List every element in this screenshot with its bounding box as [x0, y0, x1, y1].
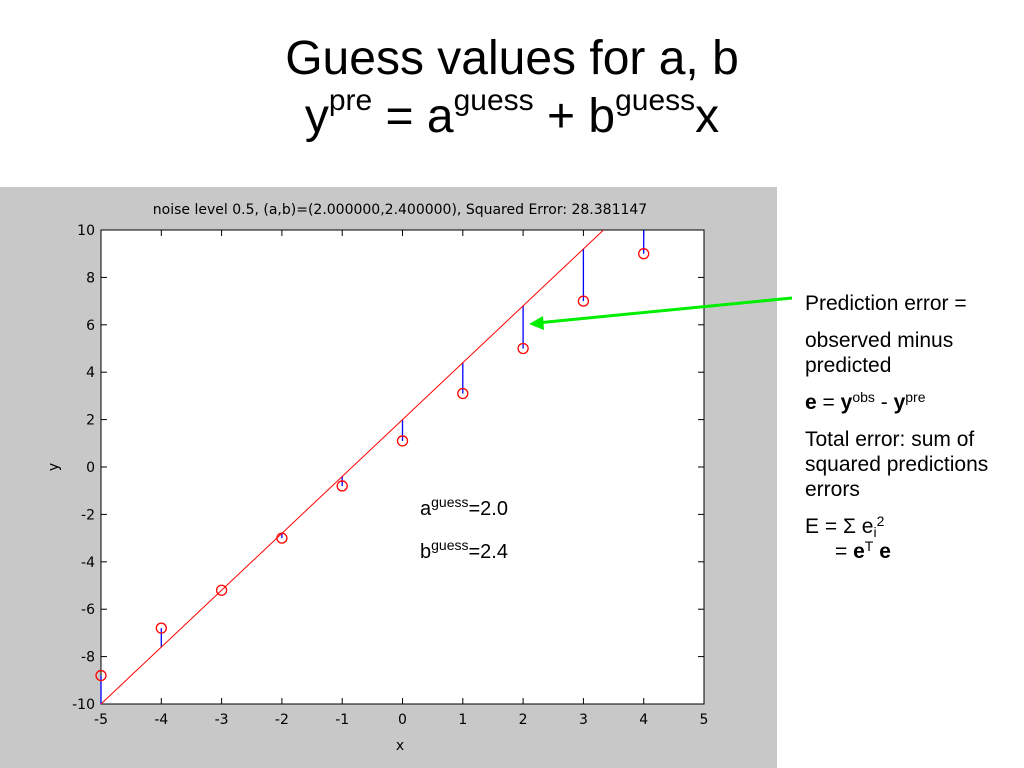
b-guess-annotation: bguess=2.4 — [420, 537, 508, 563]
title-line-1: Guess values for a, b — [285, 32, 739, 85]
notes-panel: Prediction error = observed minus predic… — [805, 291, 1020, 576]
y-tick-label: -10 — [72, 697, 95, 713]
y-tick-label: 0 — [86, 460, 95, 476]
note-sum-formula: E = Σ ei2 — [805, 513, 885, 540]
y-tick-label: -2 — [81, 507, 95, 523]
observed-point — [336, 480, 348, 492]
scatter-chart: noise level 0.5, (a,b)=(2.000000,2.40000… — [46, 202, 709, 754]
observed-point — [577, 295, 590, 307]
x-tick-label: -1 — [335, 712, 349, 728]
figure-panel: noise level 0.5, (a,b)=(2.000000,2.40000… — [0, 187, 777, 768]
y-tick-label: 4 — [86, 365, 95, 381]
x-tick-label: -4 — [154, 712, 168, 728]
note-error-formula: e = yobs - ypre — [805, 389, 926, 414]
x-tick-label: 4 — [639, 712, 648, 728]
plot-area — [100, 229, 705, 705]
x-tick-label: -3 — [215, 712, 229, 728]
y-axis-label: y — [46, 463, 62, 471]
note-prediction-error: Prediction error = — [805, 292, 967, 315]
observed-point — [638, 248, 650, 260]
observed-point — [457, 387, 469, 400]
y-tick-label: -6 — [81, 602, 95, 618]
observed-point — [396, 435, 409, 447]
x-tick-label: 2 — [519, 712, 528, 728]
observed-point — [155, 622, 167, 634]
observed-point — [517, 342, 529, 355]
observed-point — [95, 669, 107, 682]
y-tick-label: -8 — [81, 650, 95, 666]
note-observed-minus: observed minus predicted — [805, 329, 954, 377]
y-tick-label: 8 — [86, 270, 95, 286]
x-tick-label: 3 — [579, 712, 588, 728]
chart-title: noise level 0.5, (a,b)=(2.000000,2.40000… — [153, 202, 647, 218]
y-tick-label: -4 — [81, 555, 95, 571]
fit-line — [100, 229, 604, 705]
observed-point — [276, 532, 288, 544]
x-tick-label: -5 — [94, 712, 108, 728]
slide-title: Guess values for a, b ypre = aguess + bg… — [0, 30, 1024, 146]
title-line-2: ypre = aguess + bguessx — [304, 84, 720, 144]
observed-point — [215, 584, 228, 596]
x-tick-label: 0 — [398, 712, 407, 728]
x-axis-label: x — [396, 738, 404, 754]
x-tick-label: 1 — [458, 712, 467, 728]
a-guess-annotation: aguess=2.0 — [420, 494, 508, 520]
y-tick-label: 6 — [86, 318, 95, 334]
y-tick-label: 10 — [77, 223, 95, 239]
note-total-error: Total error: sum of squared predictions … — [805, 428, 989, 501]
note-matrix-formula: = eT e — [835, 538, 891, 563]
x-tick-label: -2 — [275, 712, 289, 728]
y-tick-label: 2 — [86, 413, 95, 429]
x-tick-label: 5 — [700, 712, 709, 728]
